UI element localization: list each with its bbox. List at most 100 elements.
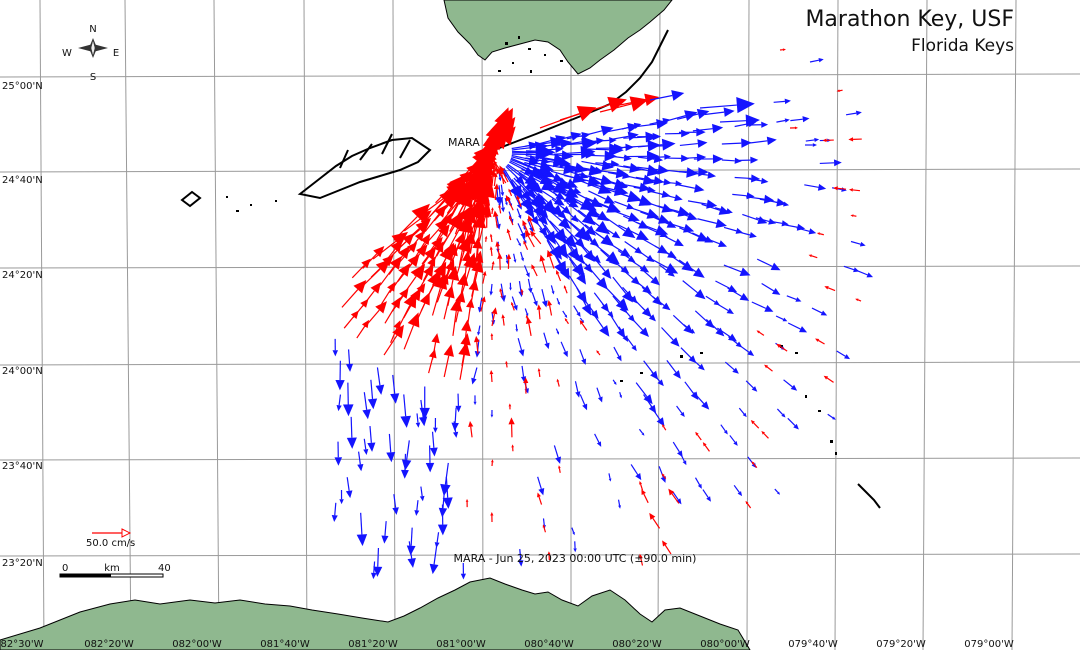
- current-vector-head: [544, 230, 556, 245]
- latitude-labels: 25°00'N 24°40'N 24°20'N 24°00'N 23°40'N …: [2, 81, 43, 569]
- current-vector: [623, 165, 648, 172]
- current-vector: [431, 287, 441, 316]
- current-vector: [498, 185, 501, 198]
- current-vector: [661, 327, 674, 341]
- land: [0, 0, 751, 650]
- current-vector-head: [401, 469, 409, 479]
- current-vector: [608, 473, 611, 479]
- current-vector: [515, 176, 530, 192]
- current-vector: [522, 166, 538, 176]
- current-vector: [572, 190, 593, 203]
- current-vector: [624, 240, 637, 251]
- compass-s: S: [90, 72, 96, 83]
- current-vector-head: [848, 188, 854, 192]
- current-vector: [376, 367, 381, 386]
- scale-bar: 0 km 40: [59, 563, 171, 578]
- lat-line: [0, 553, 1080, 557]
- current-vector: [620, 267, 634, 280]
- compass-n: N: [89, 24, 96, 35]
- current-vector: [506, 164, 530, 184]
- current-vector-head: [508, 417, 515, 425]
- current-vector-head: [677, 206, 691, 217]
- current-vector: [490, 236, 493, 243]
- current-vector-head: [808, 254, 813, 258]
- current-vector: [630, 196, 645, 203]
- current-vector: [648, 227, 662, 235]
- current-vector-head: [581, 212, 596, 226]
- current-vector: [443, 355, 450, 378]
- current-vector: [543, 332, 548, 344]
- current-vector: [549, 256, 555, 269]
- current-vector: [657, 205, 680, 213]
- current-vector: [525, 154, 554, 161]
- current-vector-head: [558, 217, 571, 230]
- current-vector-head: [696, 108, 710, 120]
- current-vector-head: [423, 246, 437, 261]
- current-vector-head: [373, 246, 385, 258]
- current-vector: [542, 518, 545, 526]
- current-vector: [609, 163, 631, 169]
- current-vector: [705, 237, 720, 245]
- current-vector-head: [572, 262, 585, 277]
- current-vector-head: [520, 196, 534, 212]
- lon-line: [834, 0, 839, 650]
- current-vector-head: [392, 324, 404, 339]
- current-vector-head: [723, 107, 735, 117]
- current-vector-head: [739, 292, 750, 301]
- current-vector-head: [536, 304, 542, 310]
- key-fragment: [339, 133, 411, 169]
- current-vector: [856, 270, 868, 276]
- current-vector: [618, 326, 626, 337]
- current-vector: [392, 374, 396, 394]
- current-vector: [539, 138, 557, 145]
- current-vector-head: [761, 177, 769, 185]
- current-vector-head: [335, 379, 345, 391]
- current-vector: [612, 295, 623, 308]
- current-vector: [635, 123, 657, 128]
- current-vector: [529, 220, 535, 232]
- current-vector-head: [657, 214, 671, 224]
- upper-keys: [609, 29, 669, 105]
- current-vector: [574, 381, 579, 393]
- current-vector-head: [489, 233, 493, 237]
- current-vector: [436, 532, 440, 543]
- current-vector: [663, 181, 676, 184]
- current-vector-head: [491, 207, 494, 211]
- lon-line: [39, 0, 45, 650]
- current-vector-head: [411, 203, 430, 223]
- current-vector: [503, 167, 517, 189]
- longitude-labels: 82°30'W 082°20'W 082°00'W 081°40'W 081°2…: [0, 639, 1013, 650]
- current-vector: [649, 94, 673, 101]
- current-vector: [705, 295, 716, 303]
- current-vector: [594, 169, 617, 174]
- current-vector-head: [505, 260, 509, 265]
- current-vector: [524, 204, 535, 219]
- current-vector-head: [363, 448, 369, 455]
- current-vector: [733, 484, 740, 493]
- current-vector: [521, 365, 525, 377]
- current-vector: [539, 143, 561, 148]
- current-vector: [356, 325, 366, 339]
- current-vector-head: [859, 241, 866, 247]
- current-vector: [637, 156, 655, 160]
- current-vector-head: [490, 414, 494, 418]
- current-vector: [773, 100, 785, 103]
- current-vector-head: [662, 302, 671, 311]
- current-vector-head: [702, 442, 707, 447]
- current-vector-head: [747, 349, 755, 356]
- current-vector-head: [670, 337, 680, 347]
- current-vector: [490, 249, 493, 257]
- current-vector-head: [581, 358, 587, 365]
- current-vector-head: [607, 311, 614, 318]
- current-vector-head: [415, 219, 431, 235]
- compass-icon: N S E W: [62, 24, 119, 83]
- current-vector: [612, 379, 616, 383]
- current-vector: [610, 258, 624, 270]
- current-vector: [581, 323, 588, 331]
- current-vector-head: [473, 145, 492, 164]
- current-vector: [619, 391, 622, 396]
- current-vector: [522, 236, 526, 242]
- current-vector-head: [420, 233, 431, 245]
- current-vector-head: [576, 311, 581, 318]
- current-vector-head: [429, 447, 438, 457]
